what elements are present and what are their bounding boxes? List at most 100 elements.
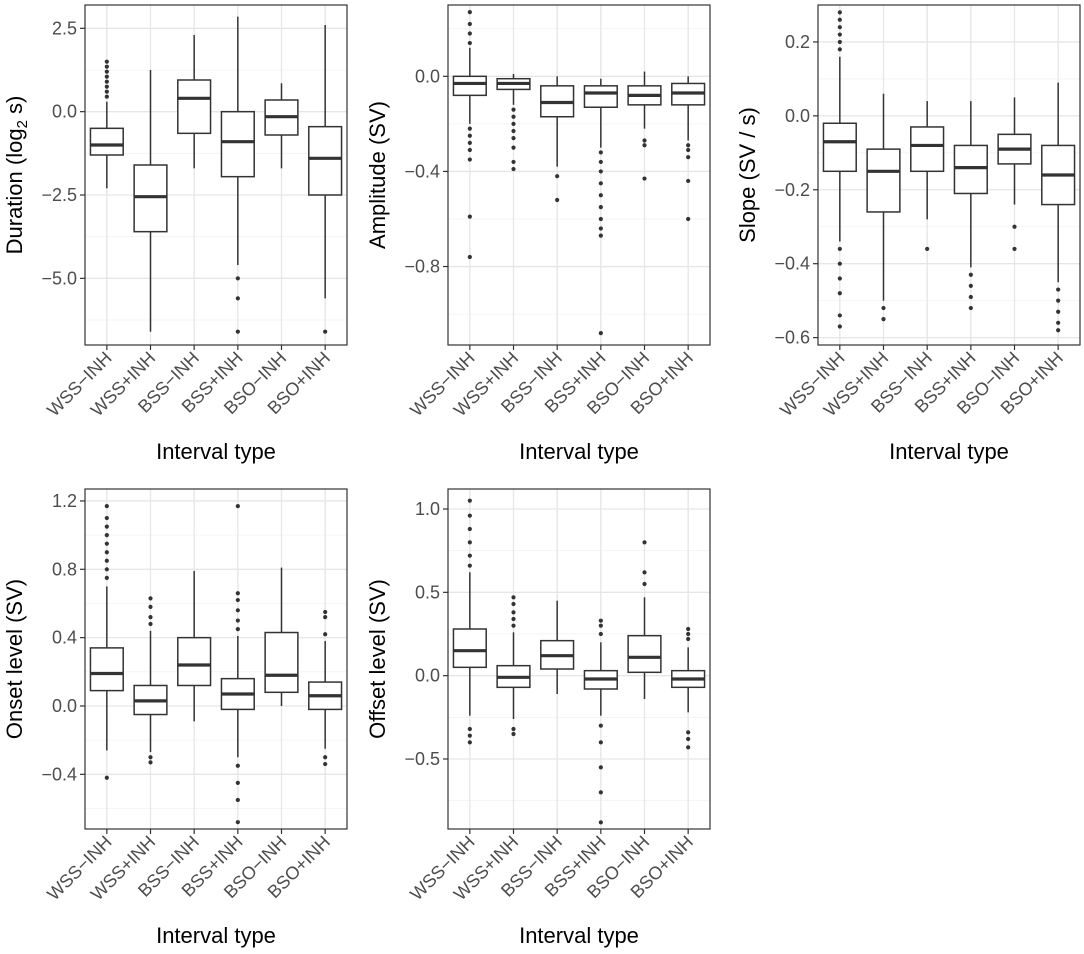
outlier-point — [686, 730, 691, 735]
box-3 — [177, 571, 212, 722]
outlier-point — [323, 615, 328, 620]
outlier-point — [1012, 246, 1017, 252]
outlier-point — [104, 541, 109, 546]
outlier-point — [235, 820, 240, 825]
outlier-point — [1056, 320, 1061, 325]
y-tick-label: −0.4 — [404, 161, 440, 181]
outlier-point — [555, 197, 560, 203]
outlier-point — [686, 626, 691, 632]
box-2 — [133, 70, 168, 332]
outlier-point — [467, 40, 472, 46]
outlier-point — [104, 94, 109, 99]
outlier-point — [104, 69, 109, 74]
outlier-point — [1056, 298, 1061, 303]
outlier-point — [511, 114, 516, 119]
outlier-point — [511, 166, 516, 172]
y-tick-label: 0.0 — [52, 102, 77, 122]
box-2 — [496, 595, 531, 737]
y-tick-label: 0.8 — [52, 559, 77, 579]
outlier-point — [511, 601, 516, 607]
y-tick-label: −0.6 — [774, 328, 810, 348]
box-5 — [264, 83, 299, 169]
outlier-point — [235, 797, 240, 803]
outlier-point — [467, 126, 472, 131]
outlier-point — [235, 329, 240, 334]
outlier-point — [467, 147, 472, 153]
outlier-point — [511, 128, 516, 134]
outlier-point — [148, 615, 153, 620]
y-tick-label: 0.4 — [52, 628, 77, 648]
box-1 — [89, 59, 124, 189]
box-5 — [264, 567, 299, 706]
outlier-point — [148, 604, 153, 609]
outlier-point — [104, 84, 109, 89]
outlier-point — [467, 157, 472, 162]
box-1 — [452, 498, 487, 745]
box-1 — [822, 10, 857, 329]
box-3 — [540, 600, 575, 694]
outlier-point — [925, 246, 930, 252]
y-tick-label: −0.4 — [41, 764, 77, 784]
y-axis-title: Onset level (SV) — [2, 579, 27, 739]
plot-background — [818, 5, 1080, 345]
x-axis-title: Interval type — [889, 439, 1009, 464]
outlier-point — [598, 723, 603, 728]
outlier-point — [1012, 224, 1017, 229]
y-axis-title: Amplitude (SV) — [365, 101, 390, 249]
iqr-box — [89, 127, 124, 156]
outlier-point — [323, 761, 328, 767]
outlier-point — [1056, 309, 1061, 314]
outlier-point — [323, 755, 328, 760]
box-4 — [583, 618, 618, 825]
outlier-point — [598, 740, 603, 745]
outlier-point — [511, 731, 516, 737]
outlier-point — [642, 176, 647, 181]
outlier-point — [467, 540, 472, 545]
box-6 — [671, 76, 706, 222]
outlier-point — [467, 553, 472, 558]
outlier-point — [467, 498, 472, 503]
outlier-point — [511, 159, 516, 165]
iqr-box — [452, 75, 487, 97]
outlier-point — [511, 595, 516, 600]
outlier-point — [104, 567, 109, 572]
y-tick-label: −0.8 — [404, 257, 440, 277]
outlier-point — [104, 503, 109, 509]
iqr-box — [264, 631, 299, 694]
iqr-box — [866, 148, 901, 213]
box-5 — [627, 71, 662, 181]
outlier-point — [104, 64, 109, 69]
outlier-point — [598, 765, 603, 770]
plot-background — [85, 5, 347, 345]
outlier-point — [598, 226, 603, 231]
outlier-point — [467, 10, 472, 15]
outlier-point — [837, 313, 842, 318]
outlier-point — [511, 121, 516, 126]
y-tick-label: 2.5 — [52, 18, 77, 38]
outlier-point — [511, 136, 516, 141]
box-3 — [910, 101, 945, 252]
y-tick-label: −0.5 — [404, 749, 440, 769]
box-4 — [220, 503, 255, 825]
outlier-point — [467, 21, 472, 27]
outlier-point — [837, 39, 842, 45]
outlier-point — [598, 193, 603, 198]
outlier-point — [467, 526, 472, 532]
outlier-point — [104, 775, 109, 780]
outlier-point — [598, 618, 603, 623]
iqr-box — [910, 126, 945, 173]
outlier-point — [148, 760, 153, 765]
y-tick-label: −0.2 — [774, 180, 810, 200]
iqr-box — [89, 647, 124, 692]
outlier-point — [642, 540, 647, 545]
plot-background — [448, 489, 710, 829]
outlier-point — [467, 563, 472, 568]
y-tick-label: 1.2 — [52, 491, 77, 511]
outlier-point — [104, 533, 109, 538]
box-5 — [627, 540, 662, 699]
outlier-point — [511, 623, 516, 628]
outlier-point — [837, 17, 842, 22]
outlier-point — [837, 32, 842, 37]
outlier-point — [104, 515, 109, 521]
panel-border — [447, 4, 711, 346]
